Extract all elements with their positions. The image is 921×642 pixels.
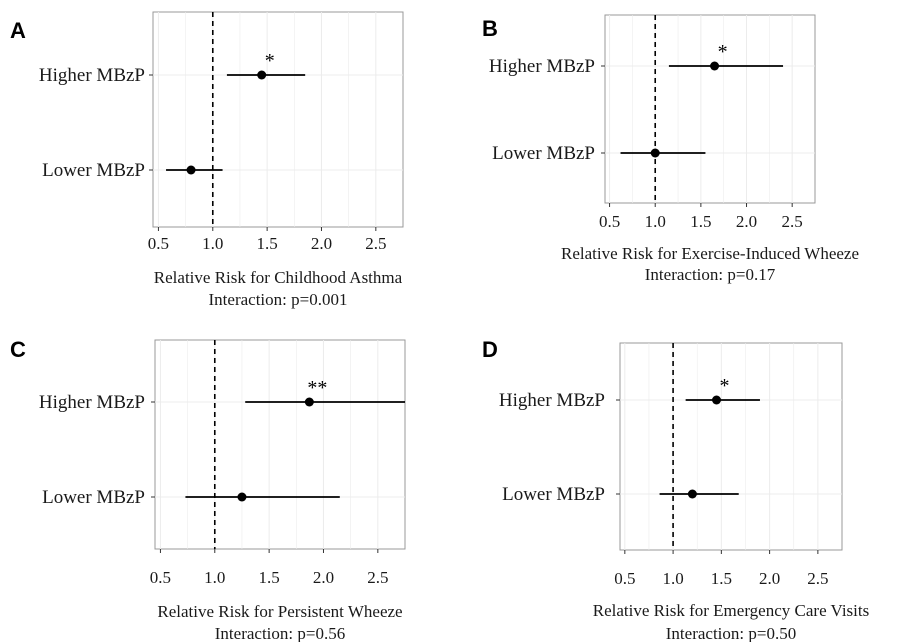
plot-area [154,339,406,550]
x-tick-label: 2.0 [313,568,334,587]
x-tick-label: 2.5 [365,234,386,253]
category-label: Lower MBzP [42,487,145,508]
interaction-label: Interaction: p=0.001 [209,290,348,309]
interaction-label: Interaction: p=0.56 [215,624,345,642]
x-tick-label: 2.0 [736,212,757,231]
x-tick-label: 0.5 [148,234,169,253]
interaction-label: Interaction: p=0.50 [666,624,796,642]
x-axis-label: Relative Risk for Exercise-Induced Wheez… [561,244,859,263]
x-tick-label: 1.5 [690,212,711,231]
point-estimate [257,70,267,80]
x-tick-label: 1.0 [662,569,683,588]
significance-marker: * [718,41,728,63]
panel-letter: A [10,18,26,43]
point-estimate [237,492,247,502]
x-tick-label: 2.0 [759,569,780,588]
x-axis-label: Relative Risk for Childhood Asthma [154,268,403,287]
panel-letter: D [482,337,498,362]
category-label: Higher MBzP [39,392,145,413]
category-label: Lower MBzP [502,484,605,505]
x-tick-label: 1.0 [645,212,666,231]
point-estimate [650,148,660,158]
x-tick-label: 2.5 [367,568,388,587]
plot-area [604,14,816,204]
x-tick-label: 1.5 [257,234,278,253]
x-tick-label: 2.0 [311,234,332,253]
point-estimate [710,61,720,71]
plot-area [152,11,404,228]
panel-d: D 0.5 1.0 1.5 2.0 2.5 Higher MBzP * Lower MBzP Re… [482,337,869,642]
plot-area [619,342,843,551]
x-tick-label: 0.5 [614,569,635,588]
panel-letter: C [10,337,26,362]
point-estimate [304,397,314,407]
panel-b: B 0.5 1.0 1.5 2.0 2.5 Higher MBzP * Lower MBzP Re… [482,14,859,284]
panel-a: A 0.5 1.0 1.5 2.0 2.5 Higher MBzP * Lower MBzP Re… [10,11,404,309]
x-tick-label: 1.5 [711,569,732,588]
point-estimate [186,165,196,175]
x-tick-label: 1.0 [202,234,223,253]
category-label: Lower MBzP [492,143,595,164]
interaction-label: Interaction: p=0.17 [645,265,776,284]
category-label: Higher MBzP [39,65,145,86]
point-estimate [687,489,697,499]
panel-c: C 0.5 1.0 1.5 2.0 2.5 Higher MBzP ** Lower MBzP R… [10,337,406,642]
category-label: Lower MBzP [42,160,145,181]
x-axis-label: Relative Risk for Emergency Care Visits [593,601,869,620]
significance-marker: * [265,50,275,72]
category-label: Higher MBzP [489,56,595,77]
point-estimate [712,395,722,405]
x-tick-label: 1.5 [259,568,280,587]
x-axis-label: Relative Risk for Persistent Wheeze [157,602,402,621]
x-tick-label: 0.5 [150,568,171,587]
significance-marker: * [720,375,730,397]
x-tick-label: 2.5 [782,212,803,231]
x-tick-label: 0.5 [599,212,620,231]
panel-letter: B [482,16,498,41]
x-tick-label: 2.5 [807,569,828,588]
significance-marker: ** [307,377,327,399]
x-tick-label: 1.0 [204,568,225,587]
category-label: Higher MBzP [499,390,605,411]
